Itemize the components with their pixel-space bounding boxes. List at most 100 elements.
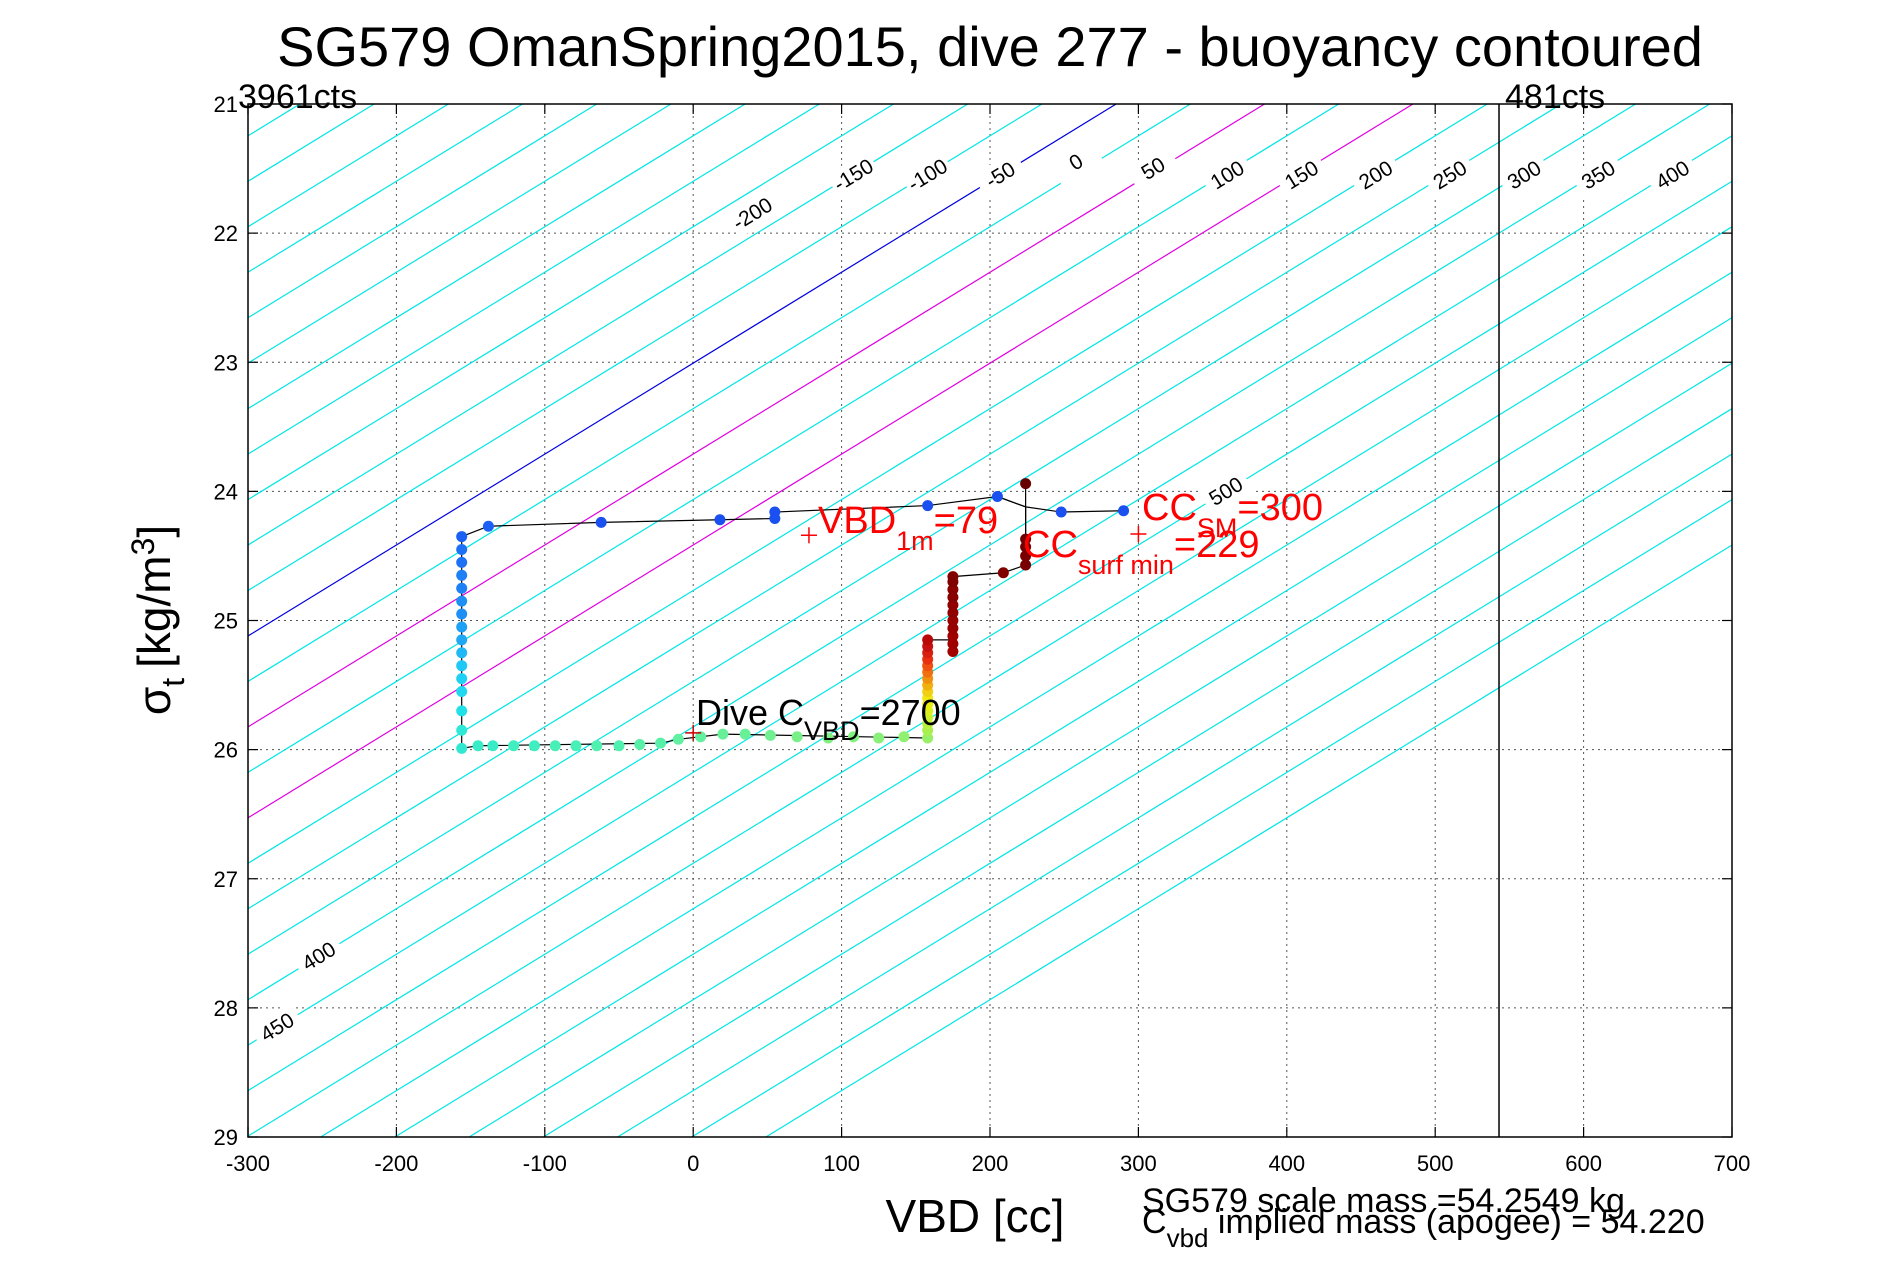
track-point <box>456 673 468 685</box>
track-point <box>1020 533 1032 545</box>
x-axis-label: VBD [cc] <box>886 1190 1065 1242</box>
track-point <box>898 731 910 743</box>
contour-line--150 <box>248 104 894 501</box>
contour-line--100 <box>248 104 969 546</box>
track-point <box>456 660 468 672</box>
cc-sm-sub: SM <box>1197 513 1238 543</box>
track-point <box>634 738 646 750</box>
track-point <box>456 724 468 736</box>
axis-ticks: -300 -200 -100 0 100 200 300 400 500 600 700 21 22 23… <box>214 92 1751 1176</box>
dive-cvbd-annotation: Dive CVBD=2700 <box>696 692 961 746</box>
contour-line-100 <box>248 104 1265 728</box>
buoyancy-contours <box>0 104 1732 1137</box>
contour-line-800 <box>617 453 1732 1137</box>
track-point <box>695 731 707 743</box>
x-tick-label: -200 <box>374 1151 418 1176</box>
track-point <box>1020 478 1032 490</box>
y-label-close: ] <box>128 525 180 538</box>
contour-line--250 <box>248 104 746 410</box>
x-tick-label: 700 <box>1714 1151 1751 1176</box>
track-point <box>717 728 729 740</box>
track-point <box>714 514 726 526</box>
x-tick-label: 400 <box>1268 1151 1305 1176</box>
markers <box>685 525 1147 741</box>
dive-cvbd-sub: VBD <box>804 716 860 746</box>
track-point <box>847 731 859 743</box>
y-tick-label: 21 <box>214 92 238 117</box>
track-point <box>1020 559 1032 571</box>
cc-surf-main: CC <box>1023 524 1078 566</box>
contour-line-450 <box>248 135 1732 1046</box>
contour-label-bg <box>1644 150 1701 200</box>
y-tick-label: 26 <box>214 738 238 763</box>
cc-surf-value: =229 <box>1174 524 1260 566</box>
vbd-1m-value: =79 <box>934 500 998 542</box>
track-point <box>456 621 468 633</box>
contour-line-200 <box>248 104 1414 819</box>
track-point <box>472 740 484 752</box>
contour-label-bg <box>724 189 781 239</box>
contour-line-850 <box>691 498 1732 1137</box>
y-tick-label: 28 <box>214 996 238 1021</box>
track-point <box>549 740 561 752</box>
track-point <box>947 571 959 583</box>
track-point <box>947 638 959 650</box>
implied-main: C <box>1142 1203 1167 1241</box>
track-point <box>922 500 934 512</box>
track-point <box>947 584 959 596</box>
y-axis-label: σt [kg/m3] <box>125 525 191 715</box>
contour-label-bg <box>1348 150 1404 200</box>
y-label-sub: t <box>155 678 191 687</box>
contour-label-bg <box>1198 466 1254 516</box>
cc-surf-min-annotation: CCsurf min=229 <box>1023 524 1260 580</box>
track-point <box>613 740 625 752</box>
track-point <box>456 647 468 659</box>
scale-mass-label: SG579 scale mass =54.2549 kg <box>1142 1182 1625 1220</box>
contour-line-750 <box>543 407 1732 1137</box>
contour-line--350 <box>248 104 598 319</box>
track-point <box>528 740 540 752</box>
contour-label-bg <box>249 1002 306 1052</box>
track-point <box>873 732 885 744</box>
contour-label-bg <box>1199 150 1256 200</box>
track-point <box>456 569 468 581</box>
contour-label-bg <box>291 931 347 981</box>
track-point <box>997 567 1009 579</box>
track-point <box>922 732 934 744</box>
contour-line--600 <box>0 104 226 1137</box>
cc-surf-sub: surf min <box>1078 550 1174 580</box>
x-tick-label: -100 <box>523 1151 567 1176</box>
track-point <box>791 731 803 743</box>
track-line-cross <box>997 495 1027 540</box>
track-point <box>947 645 959 657</box>
contour-label-bg <box>825 150 882 200</box>
contour-line-150 <box>248 104 1340 774</box>
cc-sm-main: CC <box>1142 487 1197 529</box>
grid <box>248 104 1732 1137</box>
y-tick-label: 25 <box>214 609 238 634</box>
contour-line-650 <box>394 316 1732 1137</box>
vbd-1m-sub: 1m <box>896 526 934 556</box>
y-label-sup: 3 <box>125 538 161 556</box>
track-point <box>947 599 959 611</box>
cc-sm-value: =300 <box>1237 487 1323 529</box>
track-point <box>947 622 959 634</box>
contour-line-50 <box>248 104 1191 683</box>
contour-label-bg <box>1125 144 1182 194</box>
track-point <box>456 595 468 607</box>
y-tick-label: 27 <box>214 867 238 892</box>
track-point <box>672 733 684 745</box>
contour-line-250 <box>248 104 1488 864</box>
dive-cvbd-main: Dive C <box>696 692 804 733</box>
contour-line-700 <box>468 362 1732 1137</box>
contour-line-550 <box>248 226 1732 1137</box>
x-tick-label: 100 <box>823 1151 860 1176</box>
track-point <box>739 728 751 740</box>
contour-label-bg <box>899 150 956 200</box>
y-label-main: σ <box>128 687 180 715</box>
contour-line-300 <box>248 104 1562 910</box>
x-tick-label: 600 <box>1565 1151 1602 1176</box>
track-point <box>947 615 959 626</box>
